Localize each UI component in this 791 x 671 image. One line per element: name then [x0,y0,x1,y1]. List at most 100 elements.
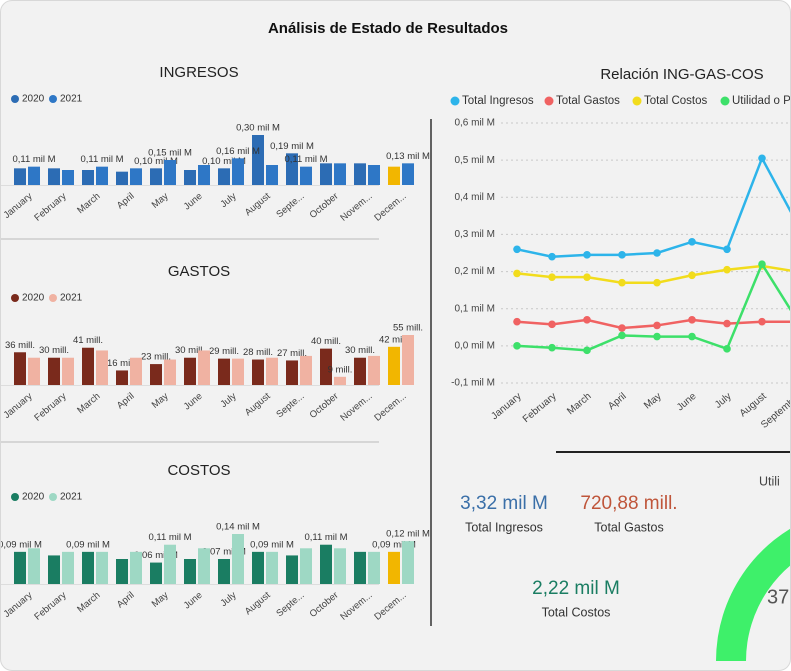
line-point [758,317,766,326]
bar [286,555,298,584]
legend-marker [450,96,460,106]
legend-marker [11,95,19,103]
bar [62,357,74,385]
x-tick-label: July [713,391,734,411]
line-series [516,264,790,284]
legend-marker [49,493,57,501]
x-tick-label: July [219,191,239,210]
data-label: 42 mill. [379,334,409,345]
x-tick-label: April [115,391,137,412]
bar [150,364,162,385]
data-label: 40 mill. [311,336,341,347]
bar [266,165,278,185]
bar [14,352,26,385]
chart-title: Relación ING-GAS-COS [600,66,763,83]
dashboard-title: Análisis de Estado de Resultados [268,20,508,37]
line-point [653,278,661,287]
bar [266,357,278,385]
bar [402,541,414,584]
data-label: 0,11 mil M [80,154,123,165]
x-tick-label: Decem... [372,590,408,623]
x-tick-label: August [243,391,273,419]
bar [96,551,108,584]
line-point [513,317,521,326]
x-tick-label: January [2,191,35,221]
bar [28,548,40,584]
bar [402,335,414,385]
line-point [688,316,696,324]
bar [354,357,366,385]
x-tick-label: February [32,590,68,623]
legend-label: Total Gastos [556,95,620,107]
data-label: 0,09 mil M [372,539,416,550]
data-label: 55 mill. [393,323,423,334]
gauge-title: Utili [759,474,780,488]
line-point [548,343,556,352]
y-tick-label: 0,0 mil M [454,340,495,351]
line-point [758,260,766,268]
bar [300,355,312,385]
y-tick-label: -0,1 mil M [451,378,495,389]
bar [130,357,142,385]
x-tick-label: August [738,391,769,420]
bar [252,359,264,385]
x-tick-label: February [32,391,68,424]
bar [198,165,210,185]
line-point [723,319,731,328]
line-point [583,346,591,355]
bar [388,551,400,584]
line-series [516,155,790,258]
bar [82,170,94,185]
bar [96,166,108,185]
x-tick-label: May [150,590,171,610]
bar [218,559,230,584]
legend-label: 2020 [22,94,45,105]
data-label: 23 mill. [141,352,171,363]
line-point [723,265,731,274]
x-tick-label: May [150,391,171,411]
x-tick-label: May [150,191,171,211]
bar [334,548,346,584]
line-point [618,278,626,287]
x-tick-label: May [642,391,664,412]
x-tick-label: April [115,191,137,212]
y-tick-label: 0,1 mil M [454,303,495,314]
data-label: 0,10 mil M [202,156,246,167]
bar [334,163,346,185]
y-tick-label: 0,2 mil M [454,266,495,277]
bar [334,376,346,385]
bar [368,355,380,385]
y-tick-label: 0,6 mil M [454,118,495,129]
bar [184,357,196,385]
x-tick-label: February [521,391,559,425]
legend-label: 2020 [22,492,45,503]
data-label: 0,14 mil M [216,522,260,533]
line-point [653,321,661,330]
chart-title: COSTOS [167,462,230,479]
bar [320,348,332,385]
gauge-arc [716,528,790,661]
bar [164,160,176,185]
x-tick-label: June [675,391,699,414]
x-tick-label: August [243,590,273,618]
data-label: 0,11 mil M [284,154,327,165]
x-tick-label: Decem... [372,391,408,424]
x-tick-label: Novem... [338,191,374,224]
x-tick-label: Novem... [338,391,374,424]
line-point [583,273,591,281]
bar [286,360,298,385]
x-tick-label: June [182,391,205,413]
line-point [758,154,766,163]
legend-label: 2021 [60,492,83,503]
bar [48,555,60,584]
bar [28,166,40,185]
bar [354,551,366,584]
bar [198,350,210,385]
y-tick-label: 0,3 mil M [454,229,495,240]
bar [198,548,210,584]
data-label: 0,19 mil M [270,141,314,152]
bar [164,544,176,584]
x-tick-label: August [243,191,273,219]
line-point [723,345,731,353]
x-tick-label: April [115,590,137,611]
